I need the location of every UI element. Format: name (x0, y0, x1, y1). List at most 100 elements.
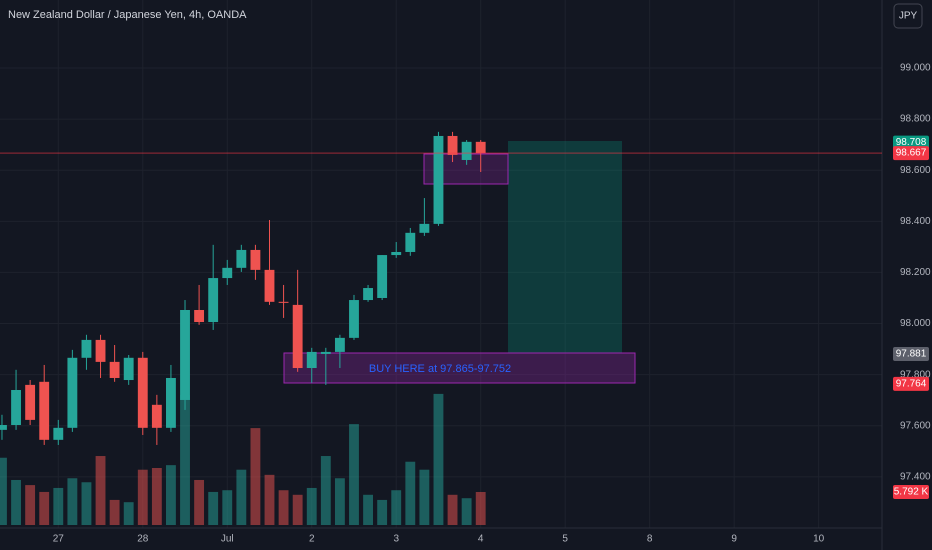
candle-body (11, 389, 21, 426)
candle-body (95, 339, 106, 362)
price-tag-label: 98.667 (896, 148, 927, 159)
candle-body (236, 249, 247, 268)
volume-bar (194, 479, 205, 525)
candle-body (461, 141, 472, 160)
volume-bar (137, 469, 148, 525)
candle-body (53, 427, 64, 440)
candle-body (194, 310, 205, 323)
candle-body (25, 384, 36, 420)
x-tick-label: 4 (478, 534, 484, 545)
candle-body (433, 135, 444, 224)
price-tag (893, 376, 929, 391)
x-tick-label: 28 (137, 534, 149, 545)
volume-bar (95, 456, 106, 525)
volume-bar (391, 490, 402, 525)
y-tick-label: 98.800 (900, 114, 931, 125)
volume-bar (433, 393, 444, 525)
currency-button[interactable] (893, 3, 923, 29)
axes: 99.000 98.800 98.600 98.400 98.200 98.000 97.8… (0, 63, 931, 545)
x-tick-label: 5 (562, 534, 568, 545)
y-tick-label: 98.400 (900, 216, 931, 227)
volume-bar (250, 428, 261, 525)
x-tick-label: 10 (813, 534, 825, 545)
volume-bar (109, 499, 120, 525)
x-tick-label: Jul (221, 534, 234, 545)
y-tick-label: 98.600 (900, 165, 931, 176)
y-tick-label: 99.000 (900, 63, 931, 74)
volume-bar (81, 482, 92, 525)
candle-body (264, 269, 275, 302)
volume-bar (405, 461, 416, 525)
candle-body (475, 141, 486, 154)
candle-body (405, 232, 416, 252)
candle-body (67, 357, 78, 428)
candle-body (0, 425, 7, 430)
volume-bar (292, 494, 303, 525)
volume-bar (222, 490, 233, 525)
price-tag-label: 97.881 (896, 349, 927, 360)
volume-bar (208, 491, 219, 525)
candle-body (39, 381, 50, 440)
y-tick-label: 97.400 (900, 472, 931, 483)
x-tick-label: 9 (731, 534, 737, 545)
volume-bar (447, 494, 458, 525)
candle-body (377, 255, 388, 298)
volume-bar (166, 465, 176, 525)
currency-button-label[interactable]: JPY (899, 11, 918, 22)
price-tag-label: 97.764 (896, 379, 927, 390)
volume-pane (0, 393, 486, 525)
volume-bar (334, 478, 345, 525)
volume-bar (363, 494, 373, 525)
candle-body (334, 337, 345, 352)
candle-body (123, 357, 134, 381)
volume-bar (419, 469, 430, 525)
candle-body (109, 361, 120, 378)
volume-bar (53, 487, 64, 525)
buy-zone (283, 352, 636, 384)
y-tick-label: 98.200 (900, 267, 931, 278)
volume-bar (180, 395, 190, 525)
price-tag (893, 346, 929, 361)
volume-bar (11, 479, 21, 525)
candle-body (391, 251, 402, 256)
volume-bar (320, 456, 331, 525)
volume-bar (151, 468, 162, 525)
volume-bar (349, 424, 359, 525)
y-tick-label: 98.000 (900, 318, 931, 329)
candle-body (250, 249, 261, 270)
candle-body (278, 301, 289, 303)
candle-body (81, 339, 92, 358)
volume-bar (0, 457, 7, 525)
candle-body (447, 135, 458, 155)
volume-bar (39, 491, 50, 525)
volume-bar (236, 469, 247, 525)
candle-body (306, 351, 317, 369)
candle-body (363, 288, 373, 301)
buy-annotation: BUY HERE at 97.865-97.752 (369, 363, 511, 375)
x-tick-label: 8 (647, 534, 653, 545)
volume-bar (306, 487, 317, 525)
x-tick-label: 2 (309, 534, 315, 545)
volume-tag-label: 5.792 K (894, 487, 929, 498)
volume-bar (461, 498, 472, 525)
candle-body (292, 304, 303, 369)
position-zone (508, 141, 622, 353)
volume-bar (278, 490, 289, 525)
grid (0, 0, 882, 528)
candle-body (208, 278, 219, 323)
candle-body (166, 377, 176, 428)
candle-body (180, 310, 190, 400)
y-tick-label: 97.600 (900, 420, 931, 431)
x-tick-label: 27 (53, 534, 65, 545)
volume-bar (25, 485, 36, 525)
y-tick-label: 97.800 (900, 369, 931, 380)
volume-bar (377, 499, 388, 525)
candles (0, 131, 486, 445)
volume-tag (893, 484, 929, 499)
volume-bar (123, 502, 134, 525)
candle-body (349, 300, 359, 338)
price-tag-label: 98.708 (896, 137, 927, 148)
x-tick-label: 3 (393, 534, 399, 545)
